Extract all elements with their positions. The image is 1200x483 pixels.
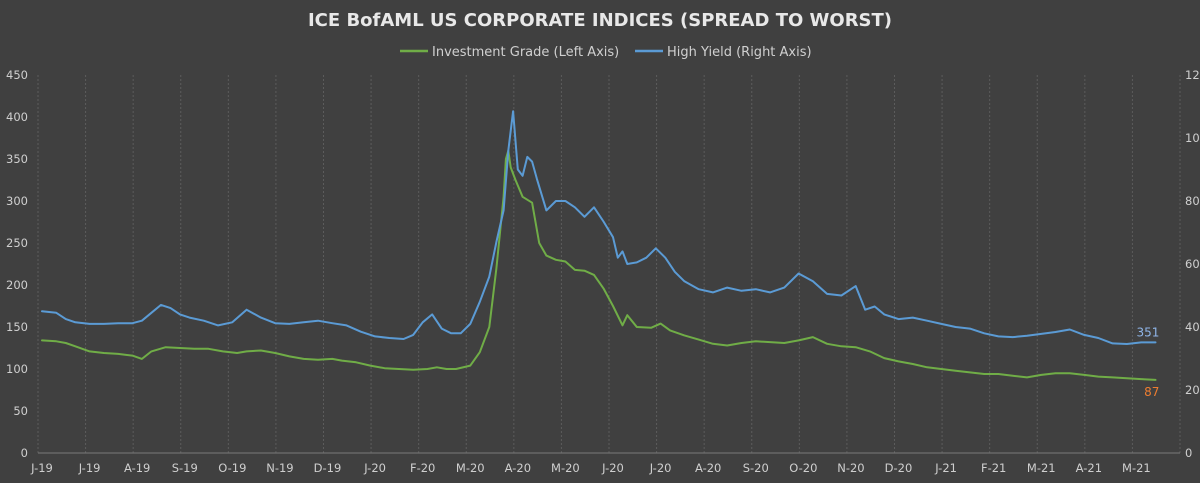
x-tick-label: M-21 bbox=[1122, 461, 1151, 475]
y-right-tick-label: 1000 bbox=[1185, 131, 1200, 145]
x-tick-label: O-19 bbox=[218, 461, 246, 475]
x-tick-label: S-19 bbox=[172, 461, 198, 475]
legend-label-high-yield: High Yield (Right Axis) bbox=[667, 45, 812, 60]
y-right-tick-label: 0 bbox=[1185, 446, 1192, 460]
y-left-tick-label: 100 bbox=[6, 362, 28, 376]
x-tick-label: M-20 bbox=[456, 461, 485, 475]
series-lines bbox=[41, 110, 1157, 381]
y-left-tick-label: 200 bbox=[6, 278, 28, 292]
x-tick-label: D-20 bbox=[885, 461, 913, 475]
legend: Investment Grade (Left Axis) High Yield … bbox=[400, 45, 812, 60]
end-label-high-yield: 351 bbox=[1137, 325, 1160, 339]
x-tick-label: J-19 bbox=[30, 461, 53, 475]
x-tick-label: F-20 bbox=[410, 461, 435, 475]
y-left-tick-label: 350 bbox=[6, 152, 28, 166]
y-axis-left: 0 50 100 150 200 250 300 350 400 450 bbox=[6, 68, 28, 460]
end-labels: 87 351 bbox=[1137, 325, 1160, 398]
x-tick-label: N-20 bbox=[837, 461, 864, 475]
y-right-tick-label: 400 bbox=[1185, 320, 1200, 334]
grid bbox=[37, 75, 1181, 454]
x-tick-label: J-20 bbox=[601, 461, 624, 475]
x-tick-label: J-20 bbox=[363, 461, 386, 475]
x-tick-label: A-20 bbox=[505, 461, 531, 475]
y-left-tick-label: 0 bbox=[21, 446, 28, 460]
x-tick-label: O-20 bbox=[789, 461, 817, 475]
chart-title: ICE BofAML US CORPORATE INDICES (SPREAD … bbox=[308, 10, 892, 31]
x-tick-label: M-21 bbox=[1027, 461, 1056, 475]
y-left-tick-label: 400 bbox=[6, 110, 28, 124]
x-tick-label: A-21 bbox=[1076, 461, 1102, 475]
x-tick-label: S-20 bbox=[743, 461, 769, 475]
series-line-investment-grade bbox=[41, 149, 1157, 381]
x-tick-label: A-19 bbox=[124, 461, 150, 475]
x-tick-label: J-20 bbox=[649, 461, 672, 475]
y-left-tick-label: 250 bbox=[6, 236, 28, 250]
x-tick-label: A-20 bbox=[695, 461, 721, 475]
y-left-tick-label: 300 bbox=[6, 194, 28, 208]
y-axis-right: 0 200 400 600 800 1000 1200 bbox=[1185, 68, 1200, 460]
x-tick-label: N-19 bbox=[266, 461, 293, 475]
x-tick-label: F-21 bbox=[981, 461, 1006, 475]
y-right-tick-label: 1200 bbox=[1185, 68, 1200, 82]
x-axis: J-19 J-19 A-19 S-19 O-19 N-19 D-19 J-20 F-20 M-20… bbox=[30, 461, 1151, 475]
y-right-tick-label: 200 bbox=[1185, 383, 1200, 397]
y-left-tick-label: 150 bbox=[6, 320, 28, 334]
y-right-tick-label: 600 bbox=[1185, 257, 1200, 271]
x-tick-label: D-19 bbox=[314, 461, 342, 475]
x-tick-label: M-20 bbox=[551, 461, 580, 475]
y-right-tick-label: 800 bbox=[1185, 194, 1200, 208]
y-left-tick-label: 450 bbox=[6, 68, 28, 82]
end-label-investment-grade: 87 bbox=[1144, 385, 1159, 399]
legend-label-investment-grade: Investment Grade (Left Axis) bbox=[432, 45, 619, 60]
series-line-high-yield bbox=[41, 110, 1157, 345]
x-tick-label: J-21 bbox=[934, 461, 957, 475]
y-left-tick-label: 50 bbox=[13, 404, 28, 418]
x-tick-label: J-19 bbox=[78, 461, 101, 475]
